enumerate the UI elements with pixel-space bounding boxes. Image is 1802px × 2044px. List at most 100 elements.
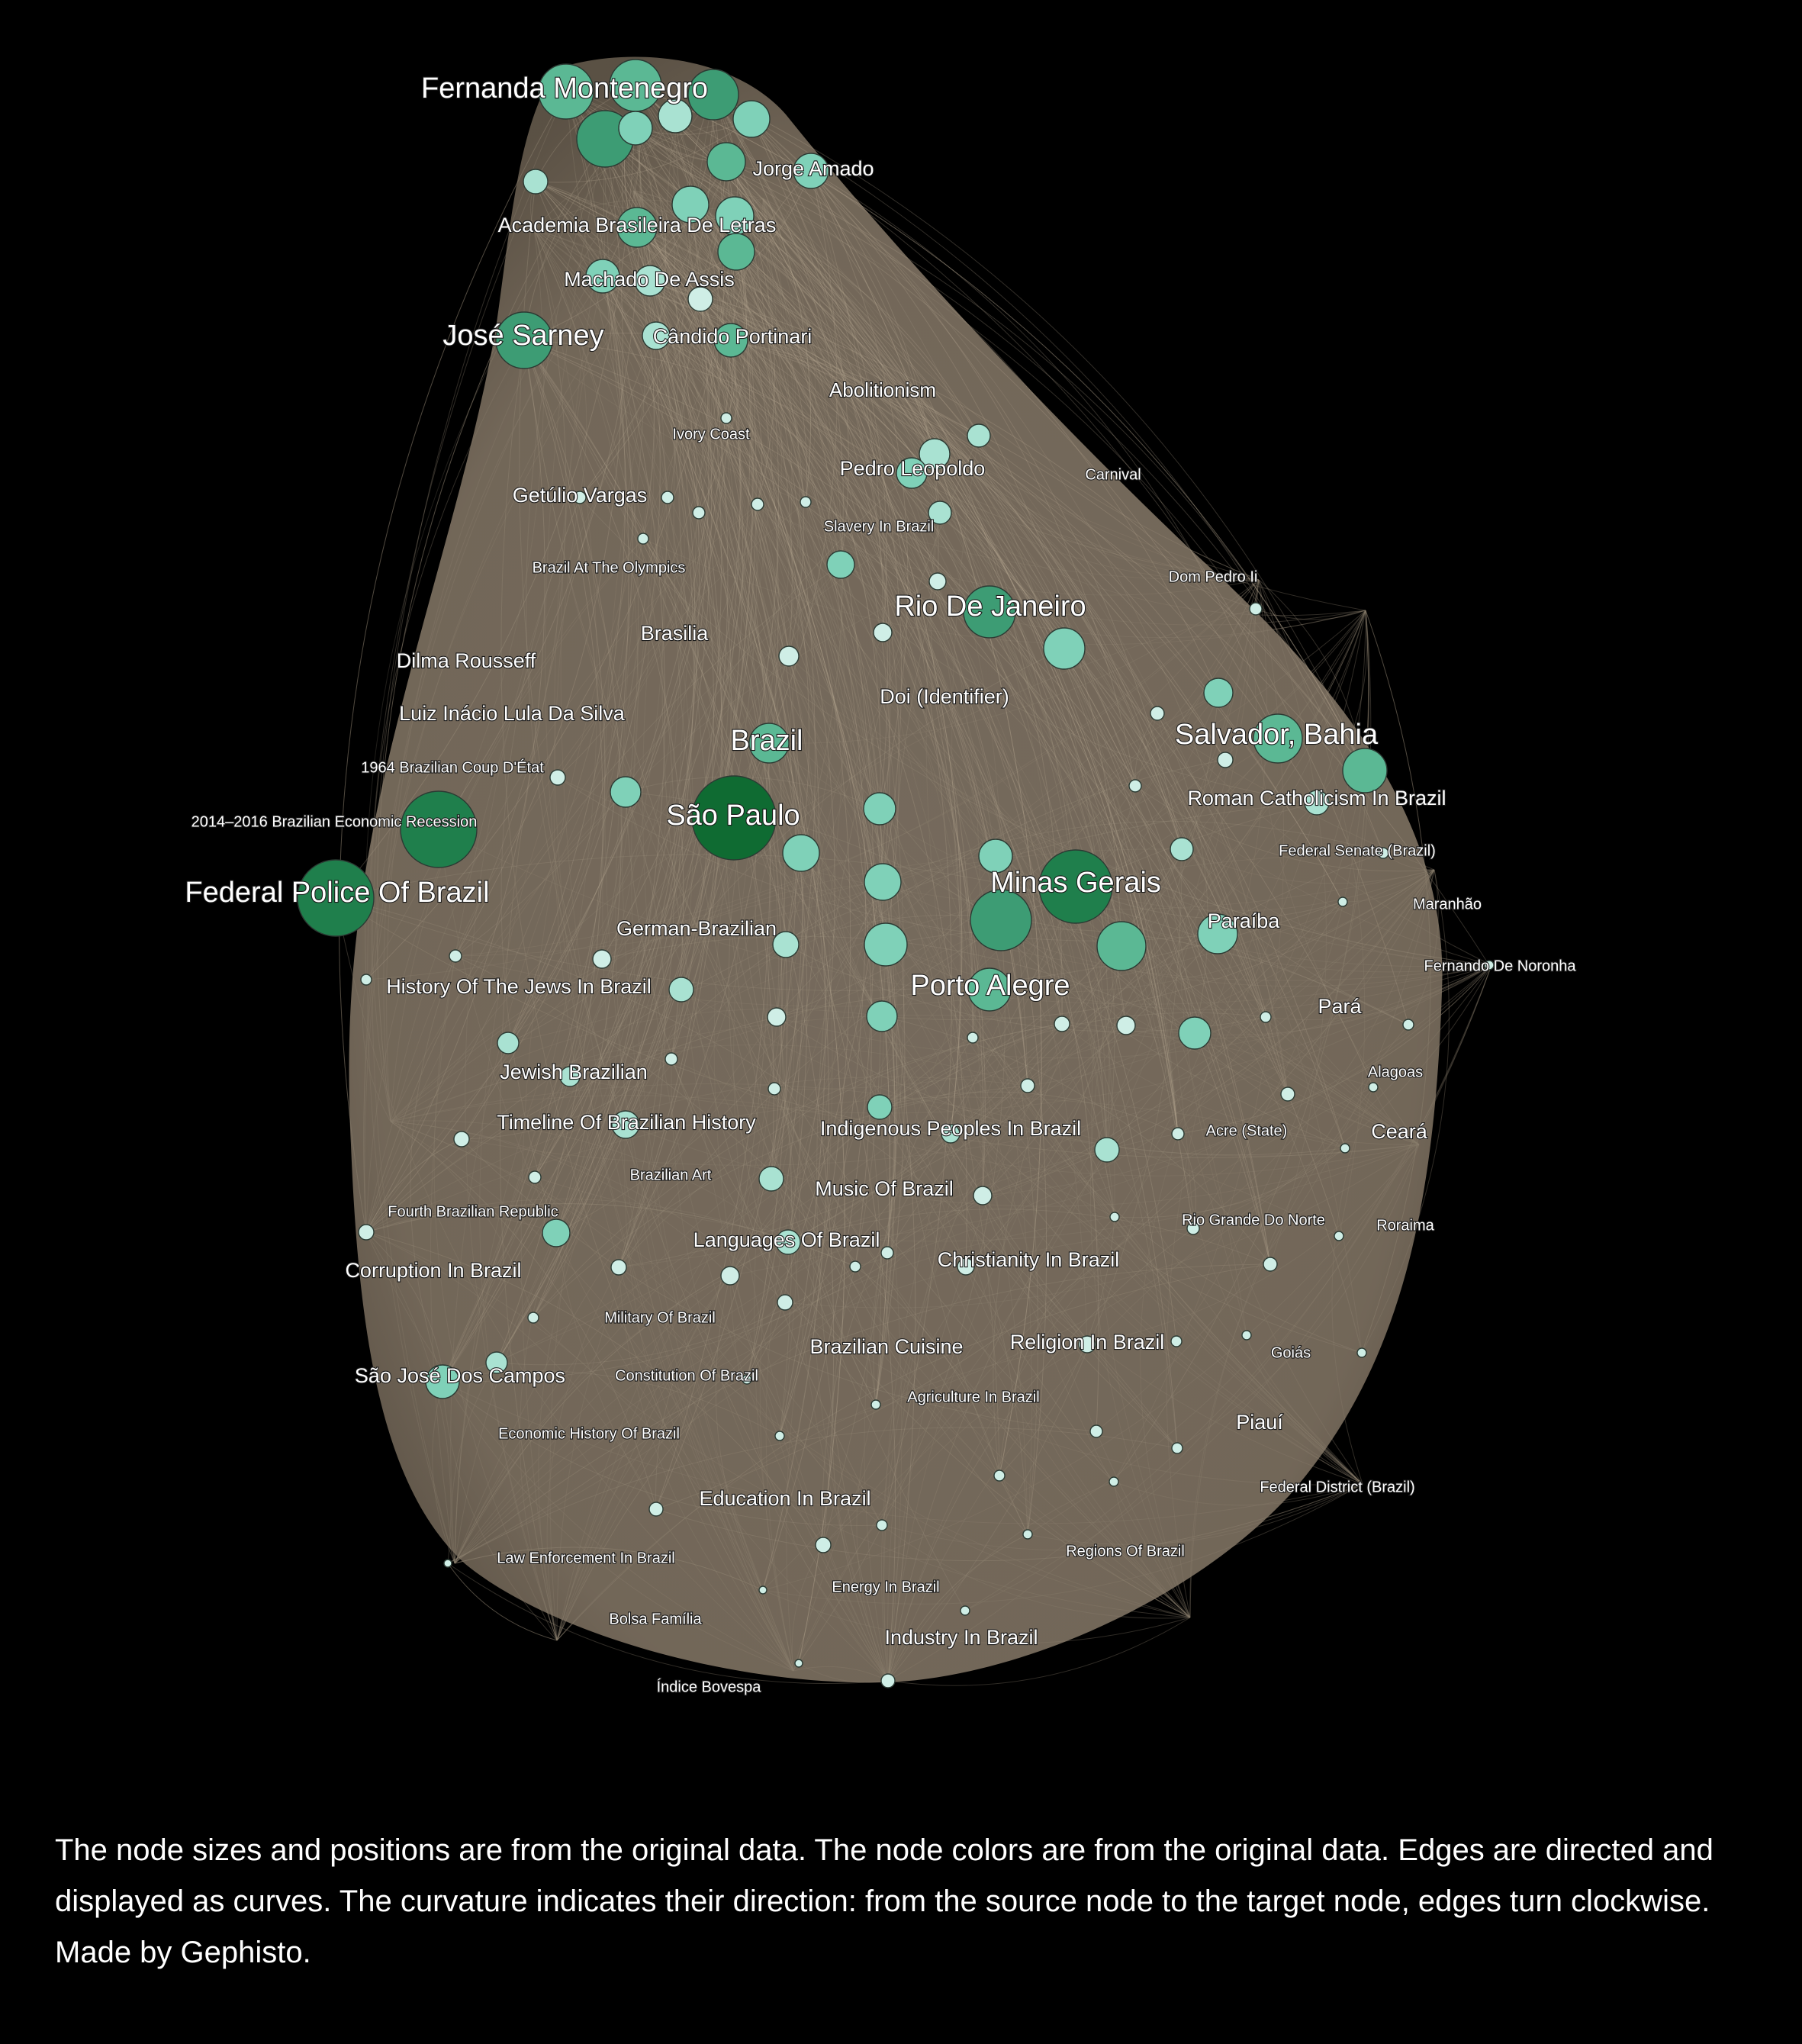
node-50[interactable] [863, 792, 896, 826]
node-36[interactable] [873, 623, 893, 642]
node-116[interactable] [648, 1502, 664, 1517]
node-92[interactable] [1109, 1212, 1120, 1222]
node-47[interactable] [549, 769, 566, 786]
node-3[interactable] [732, 100, 771, 138]
node-89[interactable] [542, 1218, 571, 1247]
node-93[interactable] [1186, 1222, 1200, 1235]
node-64[interactable] [967, 967, 1012, 1012]
node-73[interactable] [664, 1052, 678, 1066]
node-48[interactable] [400, 790, 478, 868]
node-54[interactable] [297, 859, 375, 937]
node-16[interactable] [687, 286, 713, 312]
node-19[interactable] [713, 323, 748, 358]
node-100[interactable] [777, 1294, 793, 1311]
node-17[interactable] [495, 311, 553, 369]
node-117[interactable] [876, 1519, 888, 1531]
node-131[interactable] [1368, 1082, 1379, 1093]
node-75[interactable] [767, 1082, 781, 1096]
node-127[interactable] [1377, 847, 1389, 859]
node-52[interactable] [978, 839, 1013, 874]
node-82[interactable] [941, 1124, 961, 1144]
node-49[interactable] [691, 775, 777, 861]
node-97[interactable] [849, 1260, 861, 1273]
node-98[interactable] [957, 1257, 975, 1276]
node-71[interactable] [967, 1032, 979, 1044]
node-94[interactable] [1334, 1231, 1344, 1241]
node-43[interactable] [748, 723, 790, 764]
node-78[interactable] [867, 1094, 893, 1120]
node-12[interactable] [616, 207, 658, 248]
node-31[interactable] [826, 550, 855, 579]
node-95[interactable] [610, 1259, 627, 1276]
node-13[interactable] [717, 233, 755, 271]
node-99[interactable] [1263, 1257, 1278, 1272]
node-21[interactable] [967, 423, 991, 448]
node-39[interactable] [1253, 713, 1303, 764]
node-53[interactable] [1170, 837, 1194, 861]
node-86[interactable] [758, 1166, 784, 1192]
node-102[interactable] [1078, 1335, 1096, 1354]
node-9[interactable] [793, 153, 829, 189]
node-76[interactable] [1280, 1086, 1295, 1102]
node-6[interactable] [658, 98, 693, 134]
node-60[interactable] [864, 922, 908, 967]
node-33[interactable] [963, 585, 1016, 639]
node-18[interactable] [642, 321, 671, 350]
node-61[interactable] [772, 931, 800, 958]
node-105[interactable] [1356, 1347, 1367, 1358]
node-26[interactable] [573, 491, 587, 504]
node-28[interactable] [692, 506, 706, 520]
node-72[interactable] [497, 1032, 520, 1054]
node-104[interactable] [1241, 1330, 1252, 1341]
node-45[interactable] [1128, 779, 1142, 793]
node-62[interactable] [592, 949, 612, 969]
node-34[interactable] [1043, 627, 1086, 670]
node-68[interactable] [1116, 1016, 1136, 1035]
node-107[interactable] [485, 1351, 508, 1374]
node-115[interactable] [1109, 1476, 1119, 1487]
node-130[interactable] [1402, 1019, 1414, 1031]
node-46[interactable] [610, 776, 642, 808]
node-55[interactable] [864, 863, 902, 901]
node-44[interactable] [1304, 790, 1330, 816]
node-118[interactable] [815, 1537, 832, 1553]
node-85[interactable] [528, 1170, 542, 1184]
node-14[interactable] [585, 259, 620, 294]
node-80[interactable] [1094, 1137, 1120, 1163]
node-109[interactable] [742, 1374, 752, 1385]
node-30[interactable] [637, 533, 649, 545]
node-112[interactable] [1171, 1442, 1183, 1454]
node-66[interactable] [767, 1007, 787, 1027]
node-42[interactable] [1217, 752, 1234, 768]
node-123[interactable] [794, 1659, 803, 1668]
node-15[interactable] [634, 265, 666, 297]
node-83[interactable] [1171, 1127, 1185, 1141]
node-91[interactable] [880, 1246, 894, 1260]
node-10[interactable] [671, 185, 710, 224]
node-77[interactable] [559, 1066, 581, 1087]
node-7[interactable] [523, 169, 549, 195]
node-101[interactable] [527, 1312, 539, 1324]
node-108[interactable] [425, 1364, 460, 1399]
node-121[interactable] [758, 1585, 767, 1595]
node-2[interactable] [687, 69, 739, 121]
node-41[interactable] [1150, 706, 1165, 721]
node-90[interactable] [775, 1229, 801, 1255]
node-24[interactable] [928, 501, 952, 525]
node-40[interactable] [1342, 748, 1388, 793]
node-103[interactable] [1170, 1335, 1183, 1347]
node-111[interactable] [1089, 1424, 1103, 1438]
node-27[interactable] [751, 497, 764, 511]
node-51[interactable] [782, 834, 820, 872]
node-125[interactable] [360, 974, 372, 986]
node-23[interactable] [896, 457, 928, 489]
node-124[interactable] [880, 1673, 896, 1688]
node-35[interactable] [1249, 602, 1263, 616]
node-96[interactable] [720, 1266, 740, 1286]
node-58[interactable] [1096, 921, 1147, 971]
node-87[interactable] [973, 1186, 993, 1205]
node-63[interactable] [668, 977, 694, 1003]
node-79[interactable] [611, 1110, 640, 1139]
node-128[interactable] [1337, 896, 1348, 907]
node-126[interactable] [449, 949, 462, 963]
